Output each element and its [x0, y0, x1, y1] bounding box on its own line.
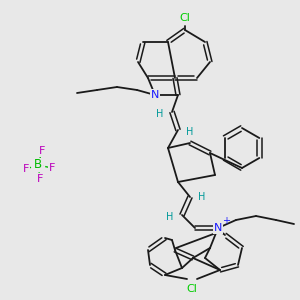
Text: H: H — [166, 212, 174, 222]
Text: F: F — [23, 164, 29, 174]
Text: N: N — [151, 90, 159, 100]
Text: F: F — [37, 174, 43, 184]
Text: Cl: Cl — [180, 13, 190, 23]
Text: F: F — [39, 146, 45, 156]
Text: H: H — [186, 127, 194, 137]
Text: N: N — [214, 223, 222, 233]
Text: +: + — [222, 216, 230, 226]
Text: Cl: Cl — [187, 284, 197, 294]
Text: H: H — [156, 109, 164, 119]
Text: F: F — [49, 163, 55, 173]
Text: B: B — [34, 158, 42, 172]
Text: H: H — [198, 192, 206, 202]
